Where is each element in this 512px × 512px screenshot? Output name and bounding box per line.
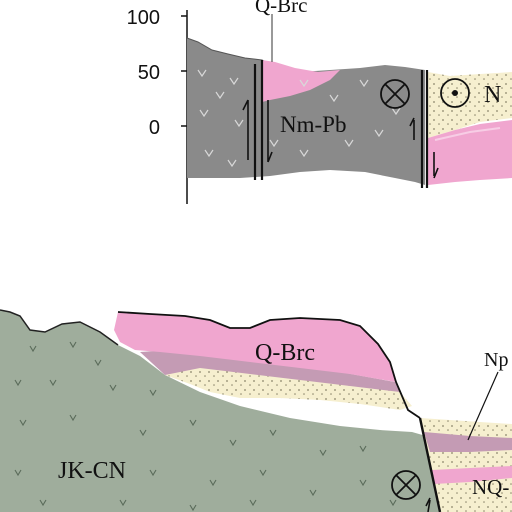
upper-section: 100 50 0 <box>127 0 512 204</box>
label-np-partial: Np <box>484 349 508 371</box>
unit-mauve-lower <box>140 350 400 392</box>
unit-nm-pb <box>187 38 425 185</box>
label-nm-pb: Nm-Pb <box>280 112 346 137</box>
unit-mauve-lower-right <box>424 432 512 452</box>
label-n-partial: N <box>484 82 501 108</box>
fault-away-icon-lower <box>391 470 421 500</box>
fault-lower <box>418 417 442 512</box>
label-jk-cn: JK-CN <box>58 458 126 484</box>
faults-upper <box>253 60 429 188</box>
volcanic-symbols-lower <box>14 341 397 512</box>
fault-toward-icon <box>440 78 470 108</box>
tick-label-100: 100 <box>127 7 160 29</box>
unit-jk-cn <box>0 310 512 512</box>
volcanic-symbols-upper <box>197 69 401 168</box>
label-q-brc-upper: Q-Brc <box>255 0 307 17</box>
lower-section: Q-Brc JK-CN Np NQ- <box>0 309 512 512</box>
tick-label-0: 0 <box>149 117 160 139</box>
label-nq-partial: NQ- <box>472 475 509 499</box>
unit-pink-lower-right <box>432 466 512 484</box>
fault-away-icon <box>380 79 410 109</box>
unit-q-brc-lower <box>114 312 396 382</box>
vertical-scale: 100 50 0 <box>127 7 188 204</box>
label-q-brc-lower: Q-Brc <box>255 340 315 366</box>
fault-motion-arrows-upper <box>242 99 439 179</box>
tick-label-50: 50 <box>138 62 160 84</box>
